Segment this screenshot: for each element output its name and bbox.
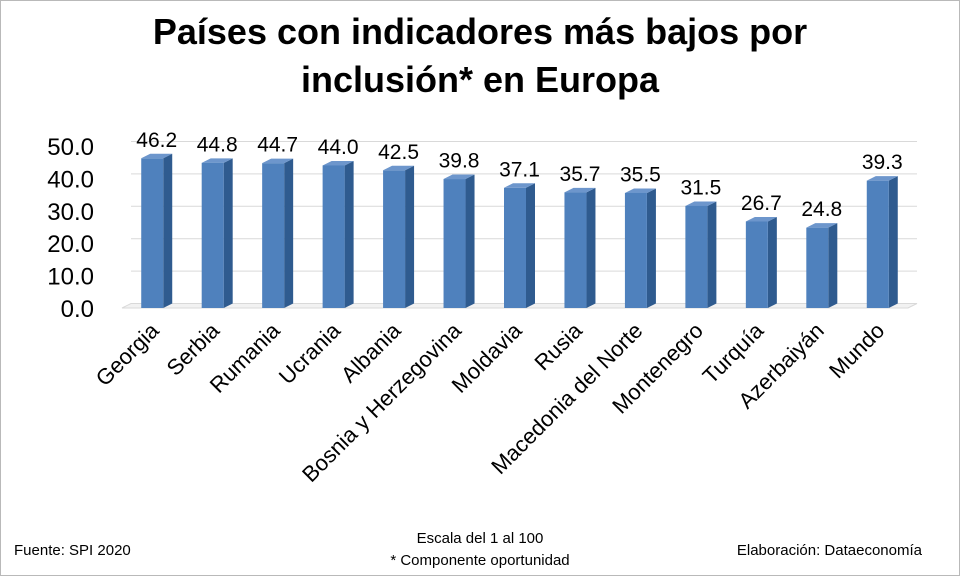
- data-label: 31.5: [680, 176, 721, 199]
- bar: [564, 192, 587, 308]
- data-label: 37.1: [499, 158, 540, 181]
- chart-title-line-1: Países con indicadores más bajos por: [152, 11, 808, 52]
- bar-side: [586, 187, 596, 308]
- bar: [806, 227, 829, 308]
- bar: [866, 180, 889, 308]
- footer-scale-note: Escala del 1 al 100 * Componente oportun…: [0, 528, 960, 572]
- footer-credit: Elaboración: Dataeconomía: [736, 542, 922, 559]
- bar-top: [201, 158, 233, 163]
- bar-side: [405, 165, 415, 308]
- chart-title: Países con indicadores más bajos por inc…: [60, 8, 900, 104]
- data-label: 35.5: [620, 163, 661, 186]
- bar-side: [223, 158, 233, 308]
- bar-side: [526, 183, 535, 308]
- bar-side: [828, 223, 838, 308]
- bar: [383, 170, 406, 308]
- data-label: 35.7: [560, 163, 601, 186]
- bar-side: [284, 158, 294, 308]
- footer-source: Fuente: SPI 2020: [14, 542, 131, 559]
- bar-side: [767, 216, 777, 308]
- bar: [262, 163, 285, 308]
- bar-side: [163, 153, 173, 308]
- y-tick-label: 50.0: [47, 134, 94, 161]
- y-tick-label: 30.0: [47, 199, 94, 226]
- bar: [201, 162, 224, 308]
- data-label: 42.5: [378, 141, 419, 164]
- x-tick-label: Mundo: [824, 318, 889, 383]
- y-tick-label: 0.0: [61, 296, 94, 323]
- bar-top: [383, 165, 415, 171]
- bar-top: [745, 216, 777, 222]
- footer-component-note: * Componente oportunidad: [390, 552, 570, 569]
- y-tick-label: 20.0: [47, 231, 94, 258]
- bar-side: [707, 201, 717, 308]
- y-tick-label: 10.0: [47, 264, 94, 291]
- bar: [443, 179, 466, 308]
- bar-side: [646, 188, 656, 308]
- bar-top: [685, 201, 717, 206]
- bar: [685, 205, 708, 308]
- bar-side: [888, 176, 898, 308]
- bar-side: [344, 160, 354, 308]
- x-tick-label: Ucrania: [274, 317, 346, 389]
- bar-top: [141, 153, 173, 159]
- bar: [141, 158, 164, 308]
- bar-top: [564, 187, 596, 193]
- bar-top: [262, 158, 294, 164]
- bar-top: [504, 183, 535, 188]
- bar-top: [443, 174, 475, 180]
- bar-side: [465, 174, 475, 308]
- footer-scale-line: Escala del 1 al 100: [416, 530, 544, 547]
- data-label: 46.2: [136, 129, 177, 152]
- data-label: 39.3: [862, 151, 903, 174]
- x-tick-label: Georgia: [91, 317, 165, 391]
- x-tick-label: Rusia: [530, 317, 588, 375]
- bar: [745, 221, 768, 308]
- data-label: 24.8: [801, 198, 842, 221]
- bar: [504, 187, 526, 308]
- bar-top: [806, 223, 838, 228]
- data-label: 44.8: [197, 133, 238, 156]
- bar-top: [624, 188, 656, 193]
- data-label: 26.7: [741, 192, 782, 215]
- bar-top: [322, 160, 354, 166]
- bar: [624, 192, 647, 308]
- y-tick-label: 40.0: [47, 166, 94, 193]
- bar-top: [866, 176, 898, 181]
- data-label: 39.8: [439, 150, 480, 173]
- data-label: 44.7: [257, 134, 298, 157]
- data-label: 44.0: [318, 136, 359, 159]
- chart-title-line-2: inclusión* en Europa: [300, 59, 660, 100]
- bar: [322, 165, 345, 308]
